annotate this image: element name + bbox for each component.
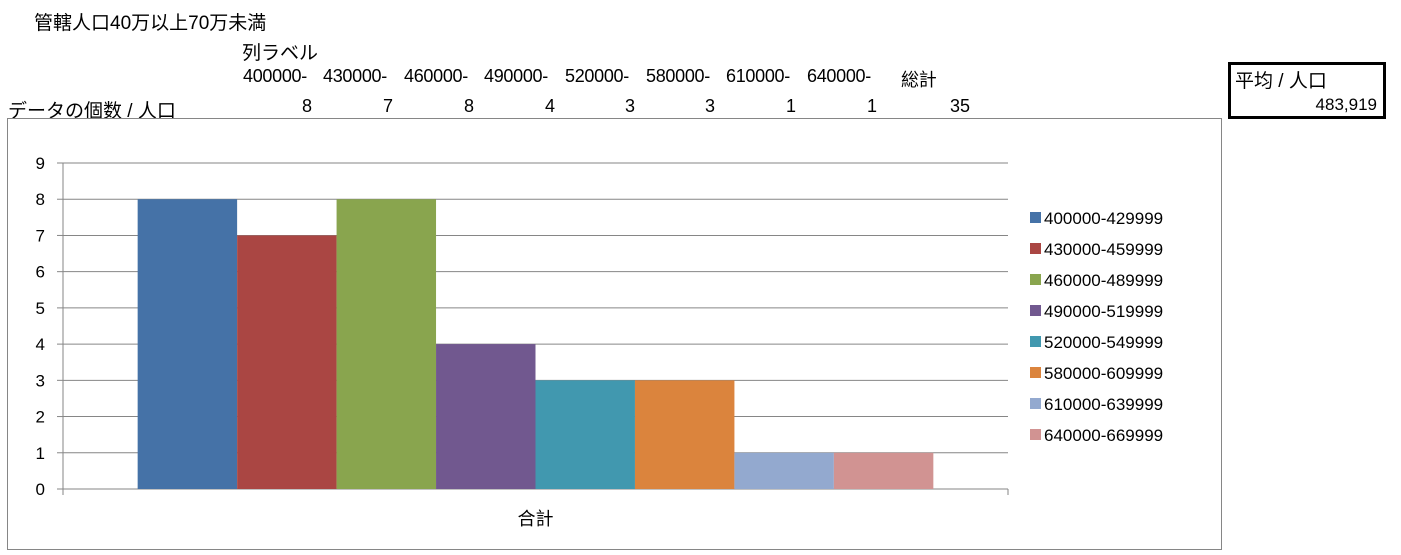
column-label-header: 列ラベル [242, 43, 319, 64]
legend-swatch [1030, 367, 1041, 378]
y-tick-label: 5 [36, 299, 45, 318]
legend-label: 460000-489999 [1044, 271, 1163, 290]
legend-label: 430000-459999 [1044, 240, 1163, 259]
pivot-title: 管轄人口40万以上70万未満 [34, 13, 267, 34]
column-header[interactable]: 400000- [243, 66, 307, 86]
bar-520000-549999 [535, 380, 635, 489]
column-header[interactable]: 520000- [565, 66, 629, 86]
value-cell[interactable]: 8 [464, 96, 475, 116]
value-cell[interactable]: 1 [867, 96, 878, 116]
bar-580000-609999 [634, 380, 735, 489]
column-header[interactable]: 610000- [726, 66, 790, 86]
legend-swatch [1030, 336, 1041, 347]
bar-430000-459999 [237, 235, 337, 489]
value-cell-total[interactable]: 35 [950, 96, 971, 116]
y-tick-label: 4 [36, 335, 45, 354]
column-header-total[interactable]: 総計 [901, 70, 937, 90]
y-tick-label: 0 [36, 480, 45, 499]
bar-chart: 0 1 2 3 4 5 6 7 8 9 合計 400000-429999 430000-459999 46… [36, 154, 1164, 529]
legend-label: 520000-549999 [1044, 333, 1163, 352]
y-tick-label: 8 [36, 190, 45, 209]
row-label[interactable]: データの個数 / 人口 [8, 101, 176, 122]
value-cell[interactable]: 4 [545, 96, 556, 116]
bar-460000-489999 [336, 199, 437, 489]
column-header[interactable]: 580000- [646, 66, 710, 86]
legend-label: 400000-429999 [1044, 209, 1163, 228]
legend-swatch [1030, 429, 1041, 440]
legend-label: 490000-519999 [1044, 302, 1163, 321]
column-header[interactable]: 460000- [404, 66, 468, 86]
average-value: 483,919 [1315, 95, 1377, 114]
value-cell[interactable]: 1 [786, 96, 797, 116]
value-cell[interactable]: 7 [383, 96, 394, 116]
chart-area[interactable]: 0 1 2 3 4 5 6 7 8 9 合計 400000-429999 430000-459999 46… [7, 118, 1222, 550]
value-cell[interactable]: 3 [625, 96, 636, 116]
legend-label: 610000-639999 [1044, 395, 1163, 414]
y-tick-label: 1 [36, 444, 45, 463]
y-tick-label: 9 [36, 154, 45, 173]
column-header[interactable]: 430000- [323, 66, 387, 86]
value-cell[interactable]: 8 [302, 96, 313, 116]
average-label: 平均 / 人口 [1235, 71, 1327, 92]
legend-label: 580000-609999 [1044, 364, 1163, 383]
x-category-label: 合計 [518, 509, 554, 529]
bar-490000-519999 [436, 344, 536, 489]
legend-swatch [1030, 212, 1041, 223]
y-tick-label: 7 [36, 226, 45, 245]
column-header[interactable]: 640000- [807, 66, 871, 86]
column-header[interactable]: 490000- [484, 66, 548, 86]
legend-swatch [1030, 305, 1041, 316]
legend-swatch [1030, 274, 1041, 285]
bar-400000-429999 [137, 199, 238, 489]
y-tick-label: 2 [36, 408, 45, 427]
y-tick-label: 3 [36, 371, 45, 390]
average-summary-box[interactable]: 平均 / 人口 483,919 [1228, 62, 1386, 119]
bar-610000-639999 [734, 452, 834, 489]
value-cell[interactable]: 3 [705, 96, 716, 116]
legend-swatch [1030, 243, 1041, 254]
legend-swatch [1030, 398, 1041, 409]
legend-label: 640000-669999 [1044, 426, 1163, 445]
y-tick-label: 6 [36, 263, 45, 282]
bar-640000-669999 [833, 452, 934, 489]
